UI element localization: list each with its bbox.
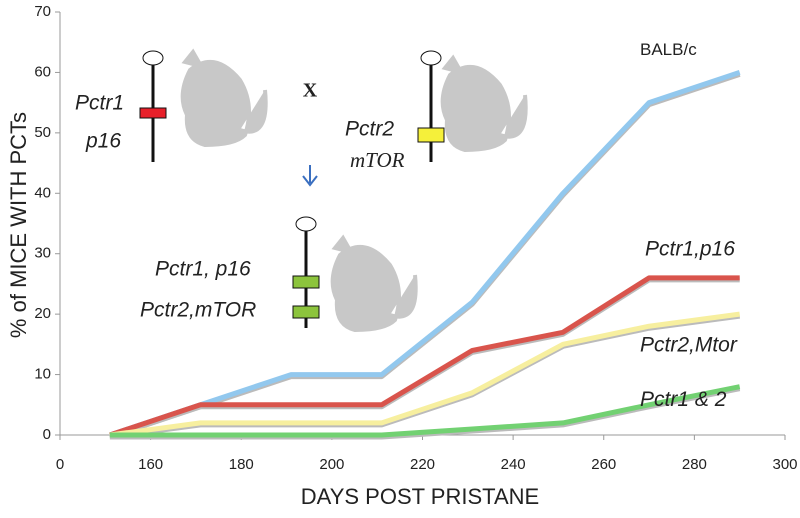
x-tick-label: 260 xyxy=(591,456,616,473)
series-line xyxy=(109,311,741,438)
y-tick-label: 60 xyxy=(34,63,51,80)
x-tick-label: 0 xyxy=(56,456,64,473)
chromosome-end xyxy=(295,216,317,232)
series-label: Pctr1 & 2 xyxy=(640,388,727,411)
annotation: mTOR xyxy=(350,148,405,172)
mouse-icon xyxy=(180,48,268,148)
x-tick-label: 240 xyxy=(501,456,526,473)
series-line xyxy=(109,70,741,438)
series-line xyxy=(109,275,740,438)
x-axis-label: DAYS POST PRISTANE xyxy=(301,484,539,509)
annotation: Pctr2 xyxy=(345,118,394,141)
annotation: Pctr1, p16 xyxy=(155,258,251,281)
annotation: Pctr1 xyxy=(75,92,124,115)
chromosome-end xyxy=(420,50,442,66)
annotation: p16 xyxy=(85,130,121,153)
locus xyxy=(417,127,445,143)
y-tick-label: 30 xyxy=(34,245,51,262)
y-axis-label: % of MICE WITH PCTs xyxy=(6,112,31,338)
y-tick-label: 50 xyxy=(34,124,51,141)
series-label: BALB/c xyxy=(640,40,697,59)
annotation: Pctr2,mTOR xyxy=(140,299,256,322)
mouse-icon xyxy=(330,234,418,333)
series-label: Pctr2,Mtor xyxy=(640,334,738,357)
x-tick-label: 300 xyxy=(772,456,797,473)
locus xyxy=(292,275,320,289)
chromosome-end xyxy=(142,50,164,66)
x-tick-label: 200 xyxy=(319,456,344,473)
locus xyxy=(139,107,167,119)
locus xyxy=(292,305,320,319)
y-tick-label: 40 xyxy=(34,184,51,201)
x-tick-label: 180 xyxy=(229,456,254,473)
diagram: Pctr1 p16 X Pctr2 mTOR Pctr1, p16 Pctr2,… xyxy=(75,48,528,333)
series-line xyxy=(109,384,741,438)
x-tick-label: 220 xyxy=(410,456,435,473)
x-tick-label: 280 xyxy=(682,456,707,473)
mouse-icon xyxy=(440,54,528,153)
y-tick-label: 20 xyxy=(34,305,51,322)
y-tick-label: 0 xyxy=(43,426,51,443)
series-label: Pctr1,p16 xyxy=(645,237,735,260)
arrow xyxy=(302,165,318,187)
y-tick-label: 70 xyxy=(34,3,51,20)
annotation: X xyxy=(303,80,318,102)
y-tick-label: 10 xyxy=(34,366,51,383)
x-tick-label: 160 xyxy=(138,456,163,473)
